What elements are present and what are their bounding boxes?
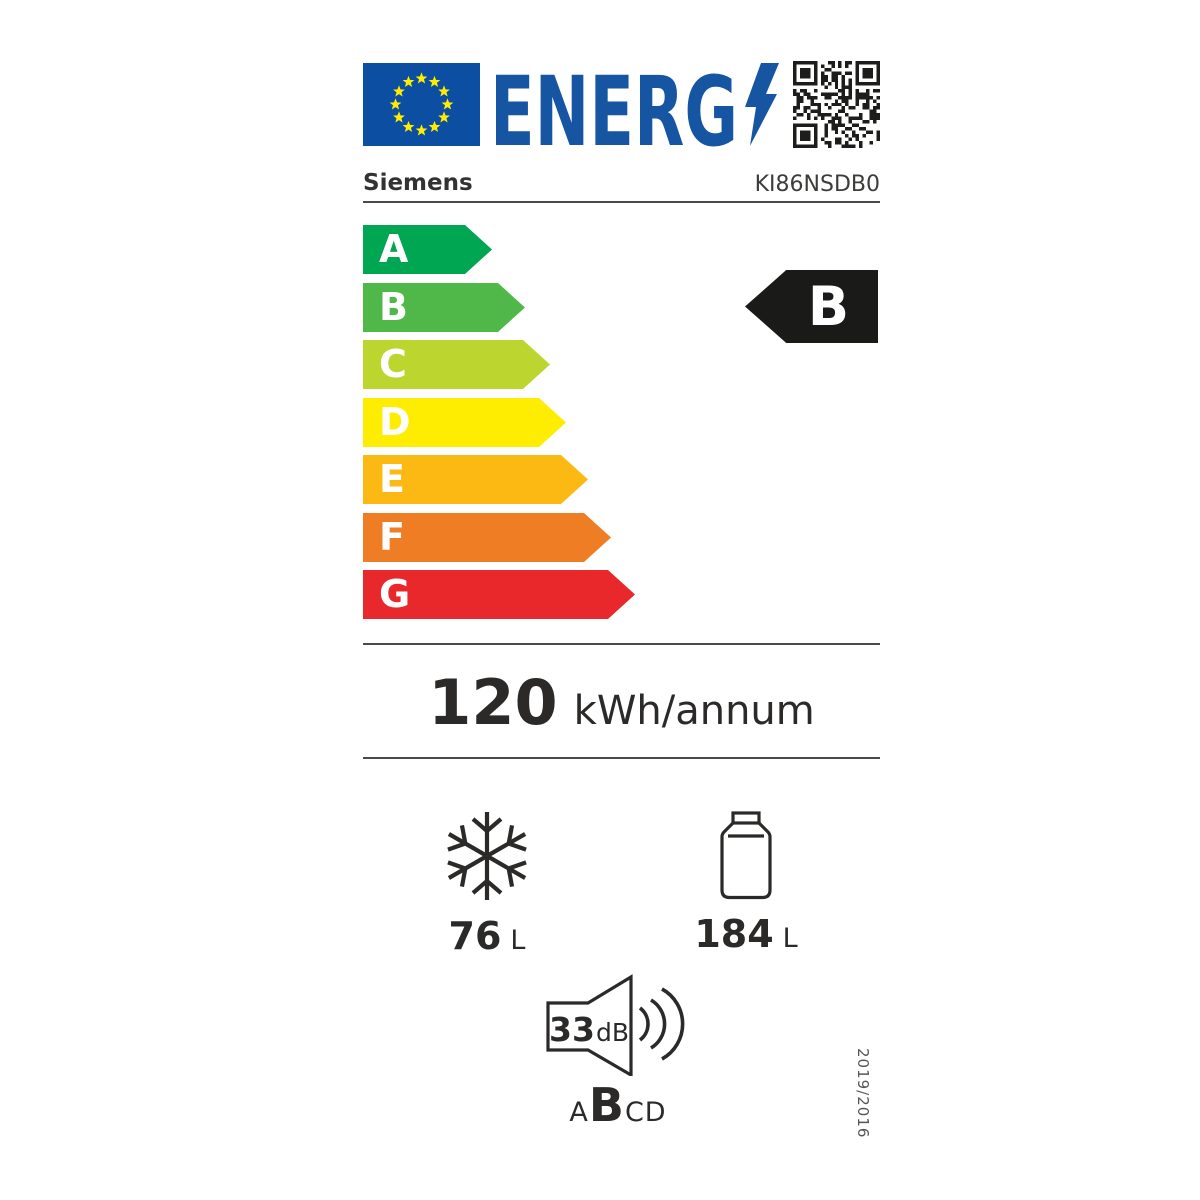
class-arrow-g: G: [363, 570, 635, 619]
noise-class-a: A: [569, 1097, 589, 1128]
class-letter: E: [379, 457, 405, 501]
divider: [363, 757, 880, 759]
brand-name: Siemens: [363, 170, 473, 196]
lightning-bolt-icon: [745, 63, 779, 146]
class-arrow-c: C: [363, 340, 550, 389]
class-letter: D: [379, 400, 411, 444]
energ-logo-text: ENERG: [490, 67, 738, 159]
eu-flag-icon: [363, 63, 480, 146]
freezer-compartment: 76 L: [392, 810, 582, 958]
energy-value: 120: [428, 666, 558, 739]
energ-logo: ENERG: [490, 67, 738, 159]
energy-unit: kWh/annum: [573, 688, 815, 734]
rating-letter: B: [807, 275, 850, 338]
class-arrow-a: A: [363, 225, 492, 274]
rating-arrow: B: [745, 270, 878, 343]
class-arrow-b: B: [363, 283, 525, 332]
noise-class-d: D: [644, 1097, 667, 1128]
class-arrow-d: D: [363, 398, 566, 447]
fridge-compartment: 184 L: [651, 810, 841, 956]
noise-value: 33: [549, 1010, 595, 1049]
class-letter: C: [379, 342, 407, 386]
class-letter: B: [379, 285, 408, 329]
noise-unit: dB: [595, 1018, 629, 1047]
class-arrow-e: E: [363, 455, 588, 504]
fridge-volume-unit: L: [782, 923, 798, 954]
class-letter: F: [379, 515, 405, 559]
class-letter: G: [379, 572, 411, 616]
bottle-icon: [720, 811, 772, 900]
noise-class-b: B: [588, 1078, 625, 1132]
speaker-icon: [546, 974, 685, 1076]
class-letter: A: [379, 227, 409, 271]
noise-class-c: C: [624, 1097, 645, 1128]
model-number: KI86NSDB0: [754, 172, 880, 197]
energy-consumption: 120 kWh/annum: [363, 666, 880, 739]
snowflake-icon: [447, 812, 527, 900]
fridge-volume: 184: [694, 912, 774, 956]
regulation-number: 2019/2016: [854, 1048, 872, 1139]
divider: [363, 643, 880, 645]
class-arrow-f: F: [363, 513, 611, 562]
freezer-volume: 76: [448, 914, 502, 958]
divider: [363, 201, 880, 203]
freezer-volume-unit: L: [510, 925, 526, 956]
qr-code: [793, 61, 880, 148]
